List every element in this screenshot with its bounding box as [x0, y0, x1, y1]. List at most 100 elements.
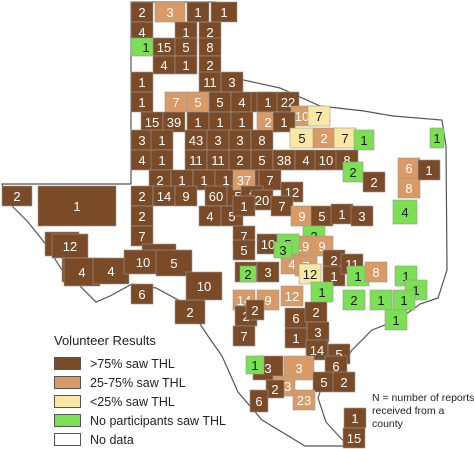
- county-report-count: 2: [186, 305, 193, 320]
- county-report-count: 6: [255, 394, 262, 409]
- county-report-count: 7: [138, 229, 145, 244]
- county-report-count: 9: [318, 239, 325, 254]
- county-cell: [210, 1, 238, 23]
- county-report-count: 4: [138, 153, 145, 168]
- county-report-count: 5: [182, 40, 189, 55]
- county-report-count: 1: [338, 207, 345, 222]
- county-report-count: 2: [320, 131, 327, 146]
- county-report-count: 11: [203, 75, 217, 90]
- county-cell: [249, 389, 269, 413]
- county-report-count: 4: [78, 265, 85, 280]
- county-report-count: 1: [400, 293, 407, 308]
- county-cell: [307, 105, 331, 127]
- county-cell: [272, 111, 296, 133]
- county-report-count: 37: [237, 173, 251, 188]
- county-report-count: 10: [197, 279, 211, 294]
- county-cell: [384, 309, 408, 331]
- county-report-count: 7: [278, 199, 285, 214]
- county-report-count: 3: [264, 265, 271, 280]
- county-cell: [155, 249, 193, 277]
- county-report-count: 1: [377, 293, 384, 308]
- county-report-count: 2: [350, 293, 357, 308]
- county-report-count: 1: [200, 173, 207, 188]
- county-report-count: 6: [332, 359, 339, 374]
- county-report-count: 2: [330, 253, 337, 268]
- county-report-count: 10: [295, 109, 309, 124]
- county-report-count: 1: [238, 115, 245, 130]
- county-report-count: 23: [297, 393, 311, 408]
- legend-item-high: >75% saw THL: [54, 354, 254, 373]
- legend-item-low: <25% saw THL: [54, 392, 254, 411]
- county-report-count: 2: [370, 175, 377, 190]
- county-cell: [342, 289, 366, 311]
- county-report-count: 4: [107, 264, 114, 279]
- county-report-count: 15: [157, 40, 171, 55]
- county-cell: [162, 111, 186, 133]
- county-cell: [232, 239, 256, 261]
- county-cell: [232, 325, 256, 347]
- legend-label-nodata: No data: [90, 432, 134, 447]
- county-report-count: 1: [220, 5, 227, 20]
- county-cell: [174, 55, 198, 75]
- county-cell: [397, 177, 421, 199]
- county-report-count: 2: [251, 303, 258, 318]
- county-report-count: 4: [288, 257, 295, 272]
- county-report-count: 9: [298, 209, 305, 224]
- county-report-count: 8: [372, 265, 379, 280]
- county-report-count: 4: [206, 209, 213, 224]
- county-cell: [353, 129, 375, 151]
- county-report-count: 10: [319, 153, 333, 168]
- county-report-count: 3: [314, 325, 321, 340]
- county-cell: [245, 355, 265, 375]
- county-report-count: 2: [271, 382, 278, 397]
- legend-swatch-high: [54, 357, 81, 370]
- county-report-count: 1: [194, 115, 201, 130]
- county-report-count: 10: [261, 237, 275, 252]
- county-report-count: 38: [277, 153, 291, 168]
- county-report-count: 1: [292, 331, 299, 346]
- county-report-count: 2: [206, 25, 213, 40]
- county-cell: [280, 285, 304, 307]
- legend-title: Volunteer Results: [54, 333, 156, 348]
- county-report-count: 2: [244, 267, 251, 282]
- legend-item-none: No participants saw THL: [54, 411, 254, 430]
- legend: Volunteer Results >75% saw THL 25-75% sa…: [54, 333, 254, 449]
- county-report-count: 5: [216, 95, 223, 110]
- county-report-count: 8: [206, 40, 213, 55]
- county-report-count: 1: [351, 411, 358, 426]
- county-report-count: 4: [138, 25, 145, 40]
- legend-item-mid: 25-75% saw THL: [54, 373, 254, 392]
- county-report-count: 1: [178, 173, 185, 188]
- county-report-count: 12: [303, 267, 317, 282]
- county-report-count: 7: [266, 173, 273, 188]
- county-report-count: 1: [138, 95, 145, 110]
- county-report-count: 1: [182, 58, 189, 73]
- county-cell: [332, 371, 356, 393]
- county-cell: [429, 127, 445, 149]
- county-report-count: 11: [189, 153, 203, 168]
- county-cell: [369, 289, 393, 311]
- county-cell: [350, 205, 374, 227]
- county-report-count: 5: [258, 153, 265, 168]
- county-report-count: 7: [240, 329, 247, 344]
- county-report-count: 15: [347, 431, 361, 446]
- county-report-count: 2: [340, 375, 347, 390]
- county-report-count: 9: [264, 293, 271, 308]
- county-report-count: 2: [236, 153, 243, 168]
- legend-label-mid: 25-75% saw THL: [90, 375, 186, 390]
- county-report-count: 3: [214, 133, 221, 148]
- county-cell: [239, 265, 257, 283]
- county-report-count: 1: [194, 5, 201, 20]
- county-report-count: 5: [318, 209, 325, 224]
- county-report-count: 1: [222, 173, 229, 188]
- county-report-count: 8: [343, 153, 350, 168]
- county-report-count: 14: [310, 343, 324, 358]
- county-report-count: 5: [298, 131, 305, 146]
- county-cell: [174, 185, 198, 207]
- county-report-count: 1: [392, 313, 399, 328]
- county-report-count: 3: [138, 133, 145, 148]
- county-report-count: 7: [240, 229, 247, 244]
- county-report-count: 1: [216, 115, 223, 130]
- legend-label-high: >75% saw THL: [90, 356, 175, 371]
